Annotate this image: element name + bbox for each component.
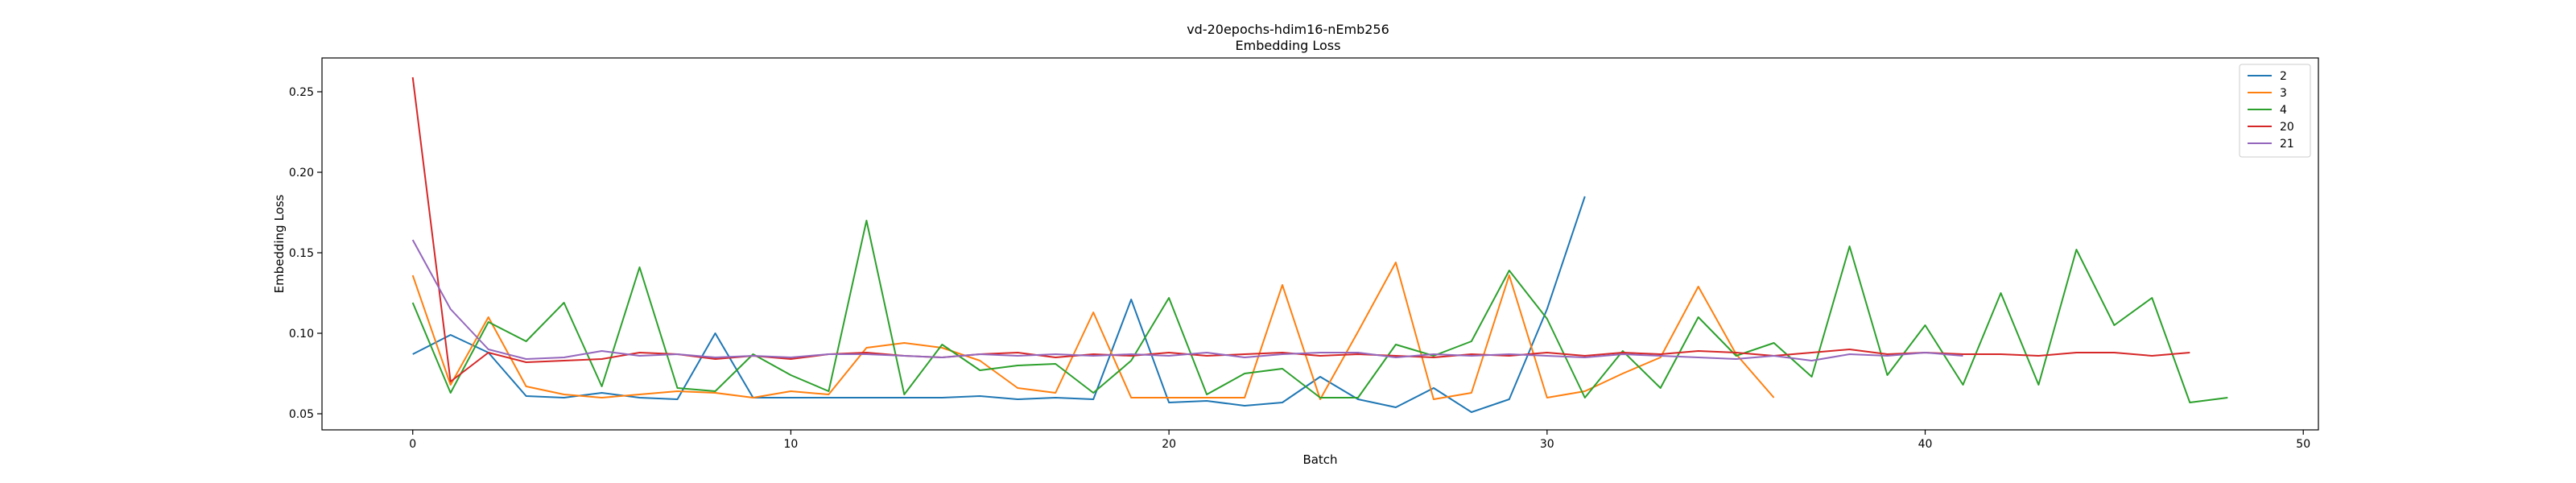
chart-title: vd-20epochs-hdim16-nEmb256 [1187,22,1389,37]
x-tick-label: 20 [1162,438,1176,451]
legend-label-20: 20 [2280,121,2294,134]
x-tick-label: 10 [784,438,799,451]
y-tick-label: 0.15 [289,247,314,260]
legend-label-2: 2 [2280,70,2287,83]
x-tick-label: 30 [1540,438,1554,451]
series-line-4 [411,220,2228,403]
y-tick-label: 0.05 [289,408,314,421]
legend-label-21: 21 [2280,138,2294,151]
legend-label-4: 4 [2280,104,2287,117]
y-tick-label: 0.25 [289,86,314,99]
series-line-3 [411,262,1775,400]
series-line-2 [412,196,1586,413]
chart-subtitle: Embedding Loss [1236,38,1341,53]
legend: 2 3 4 20 21 [2239,64,2311,158]
plot-frame [321,57,2319,431]
x-axis-label: Batch [1302,452,1337,467]
legend-label-3: 3 [2280,87,2287,100]
y-axis-label: Embedding Loss [272,194,287,293]
x-axis: 0 10 20 30 40 50 [409,430,2310,451]
series-line-21 [411,239,1963,361]
y-tick-label: 0.10 [289,328,314,341]
y-tick-label: 0.20 [289,167,314,180]
x-tick-label: 50 [2296,438,2310,451]
legend-box [2239,64,2311,158]
plot-area [411,76,2228,413]
y-axis: 0.05 0.10 0.15 0.20 0.25 [289,86,322,421]
series-line-20 [411,76,2190,382]
x-tick-label: 0 [409,438,416,451]
x-tick-label: 40 [1918,438,1933,451]
